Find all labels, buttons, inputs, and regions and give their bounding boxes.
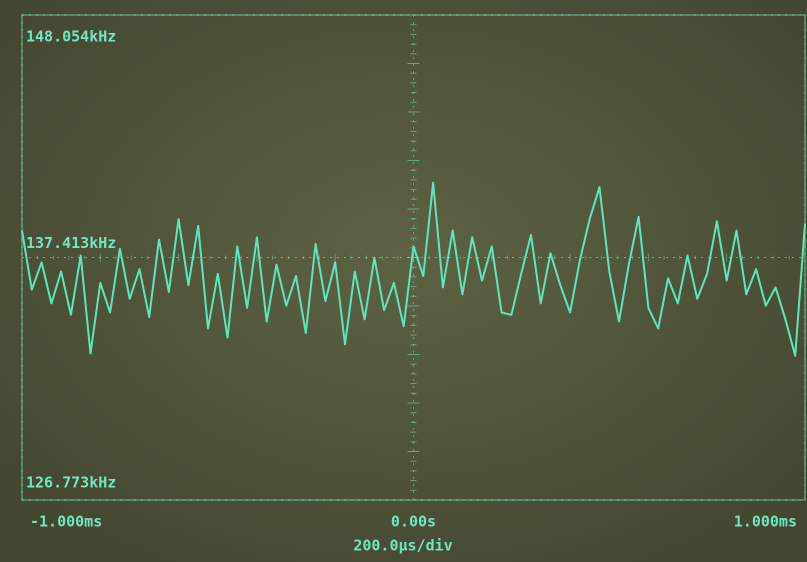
x-tick-label: 1.000ms	[734, 513, 797, 531]
trace	[21, 181, 806, 357]
y-tick-label: 137.413kHz	[26, 234, 116, 252]
timebase-label: 200.0μs/div	[353, 537, 452, 555]
x-tick-label: -1.000ms	[30, 513, 102, 531]
y-tick-label: 148.054kHz	[26, 28, 116, 46]
x-tick-label: 0.00s	[391, 513, 436, 531]
y-tick-label: 126.773kHz	[26, 474, 116, 492]
